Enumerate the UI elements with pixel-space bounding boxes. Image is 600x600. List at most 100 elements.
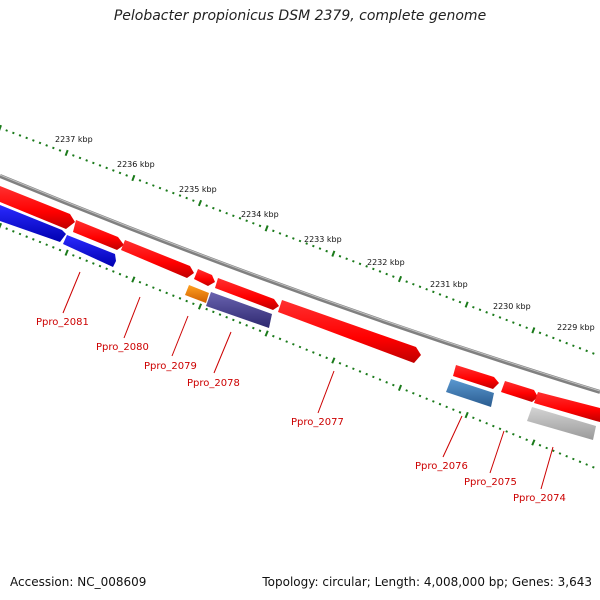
ruler-tick <box>32 139 35 142</box>
ruler-tick <box>212 206 215 210</box>
ruler-tick <box>312 244 315 248</box>
ruler-tick <box>112 270 115 273</box>
ruler-tick <box>412 391 415 395</box>
ruler-tick <box>238 216 242 220</box>
ruler-tick <box>545 446 548 450</box>
gene-label-ppro-2075[interactable]: Ppro_2075 <box>464 477 517 488</box>
map-title: Pelobacter propionicus DSM 2379, complet… <box>113 8 487 24</box>
ruler-tick <box>538 443 542 447</box>
gene-feature-ppro-2079-fwd[interactable] <box>194 269 215 286</box>
ruler-tick <box>125 174 128 177</box>
gene-feature-ppro-2078-fwd[interactable] <box>215 278 279 310</box>
ruler-tick <box>252 222 255 225</box>
ruler-tick <box>512 321 515 324</box>
gene-label-ppro-2077[interactable]: Ppro_2077 <box>291 417 344 428</box>
ruler-tick <box>578 346 582 350</box>
gene-feature-ppro-2078[interactable] <box>206 292 272 328</box>
ruler-tick <box>112 169 115 172</box>
ruler-label: 2237 kbp <box>55 135 93 144</box>
ruler-tick <box>85 159 88 162</box>
ruler-tick <box>585 463 588 466</box>
ruler-labels: 2237 kbp 2236 kbp 2235 kbp 2234 kbp 2233… <box>55 135 595 332</box>
ruler-tick <box>418 394 422 398</box>
ruler-tick <box>292 237 295 240</box>
ruler-tick <box>225 315 228 319</box>
ruler-tick <box>264 330 269 337</box>
ruler-tick <box>372 267 375 271</box>
gene-label-ppro-2080[interactable]: Ppro_2080 <box>96 342 149 353</box>
leader-line <box>317 370 335 414</box>
gene-feature-ppro-2076-fwd[interactable] <box>453 365 499 389</box>
gene-feature-ppro-2081[interactable] <box>0 205 66 242</box>
gene-label-ppro-2076[interactable]: Ppro_2076 <box>415 461 468 472</box>
ruler-tick <box>565 341 568 345</box>
ruler-tick <box>552 449 555 453</box>
ruler-tick <box>338 361 342 365</box>
ruler-tick <box>572 457 575 461</box>
ruler-label: 2233 kbp <box>304 235 342 244</box>
ruler-tick <box>545 334 548 337</box>
ruler-tick <box>365 372 368 376</box>
ruler-tick <box>78 256 82 260</box>
gene-label-ppro-2078[interactable]: Ppro_2078 <box>187 378 240 389</box>
ruler-tick <box>438 402 442 406</box>
gene-feature-ppro-2079[interactable] <box>185 285 209 303</box>
ruler-tick <box>372 375 375 379</box>
ruler-tick <box>531 327 536 334</box>
forward-strand-features <box>0 186 600 422</box>
gene-feature-ppro-2080b[interactable] <box>121 240 194 278</box>
ruler-tick <box>45 243 48 246</box>
ruler-tick <box>518 323 522 327</box>
gene-label-ppro-2074[interactable]: Ppro_2074 <box>513 493 566 504</box>
ruler-tick <box>425 397 428 400</box>
leader-line <box>62 271 81 314</box>
gene-label-ppro-2081[interactable]: Ppro_2081 <box>36 317 89 328</box>
ruler-tick <box>138 179 142 182</box>
gene-feature-ppro-2081b[interactable] <box>63 235 116 267</box>
ruler-tick <box>0 124 2 131</box>
ruler-tick <box>452 298 455 301</box>
ruler-tick <box>358 370 362 373</box>
ruler-tick <box>64 149 69 157</box>
ruler-tick <box>172 191 175 195</box>
ruler-tick <box>331 357 336 364</box>
gene-feature-ppro-2074[interactable] <box>527 407 596 440</box>
gene-feature-ppro-2075[interactable] <box>501 381 538 402</box>
ruler-tick <box>232 318 235 322</box>
ruler-tick <box>538 331 542 335</box>
ruler-tick <box>298 345 302 349</box>
ruler-tick <box>305 242 308 245</box>
ruler-tick <box>272 229 275 233</box>
gene-leader-lines <box>62 271 554 490</box>
reverse-strand-features <box>0 205 596 440</box>
ruler-tick <box>52 146 55 150</box>
ruler-tick <box>392 383 395 387</box>
ruler-tick <box>325 249 328 253</box>
ruler-tick <box>131 276 136 283</box>
ruler-tick <box>278 337 282 341</box>
ruler-tick <box>312 351 315 354</box>
ruler-tick <box>32 238 35 241</box>
ruler-tick <box>425 288 428 291</box>
ruler-tick <box>558 339 562 342</box>
ruler-tick <box>378 270 382 273</box>
gene-feature-ppro-2080[interactable] <box>73 220 124 250</box>
gene-feature-ppro-2076[interactable] <box>446 379 494 407</box>
gene-label-ppro-2079[interactable]: Ppro_2079 <box>144 361 197 372</box>
ruler-tick <box>365 265 368 268</box>
gene-feature-ppro-2081-fwd[interactable] <box>0 186 75 229</box>
gene-feature-ppro-2077[interactable] <box>278 300 421 363</box>
ruler-tick <box>518 435 522 439</box>
ruler-tick <box>292 343 295 346</box>
ruler-tick <box>585 349 588 353</box>
inner-tick-ring <box>0 222 595 469</box>
ruler-tick <box>245 324 248 327</box>
ruler-tick <box>178 297 182 300</box>
ruler-tick <box>25 136 28 140</box>
ruler-tick <box>505 430 508 433</box>
ruler-label: 2232 kbp <box>367 258 405 267</box>
gene-feature-ppro-2074-fwd[interactable] <box>534 392 600 422</box>
ruler-tick <box>298 239 302 243</box>
ruler-tick <box>78 156 82 160</box>
